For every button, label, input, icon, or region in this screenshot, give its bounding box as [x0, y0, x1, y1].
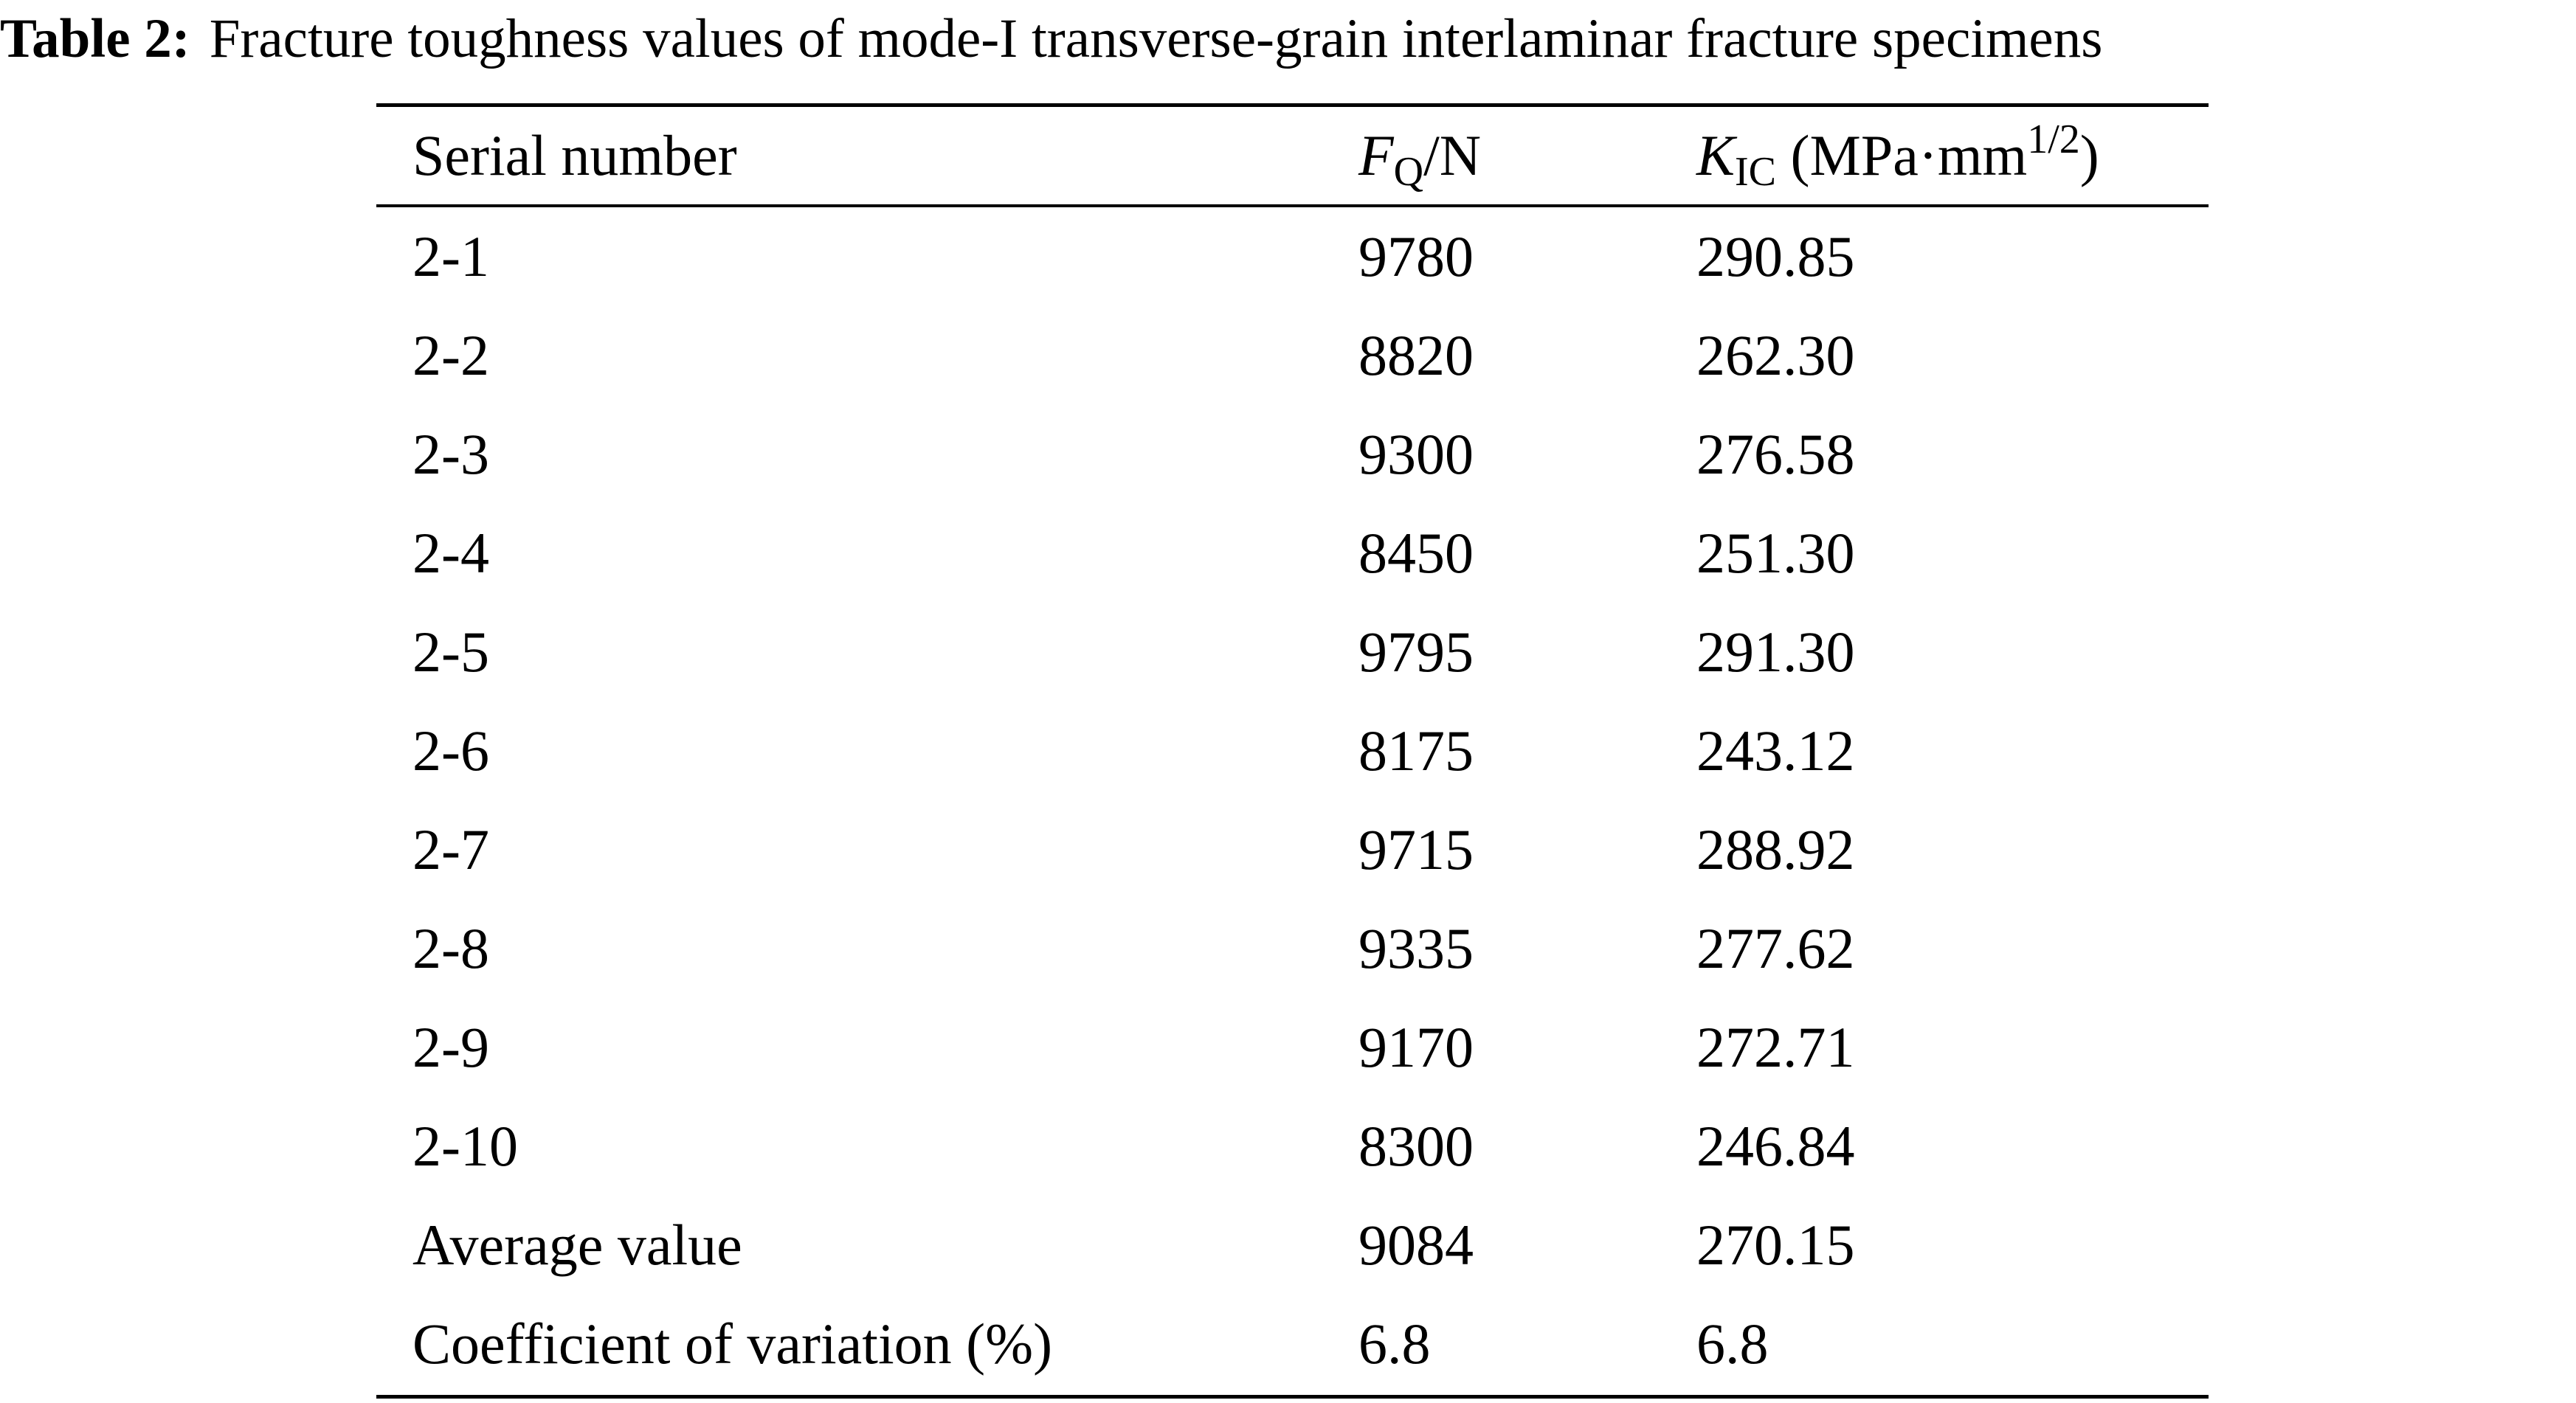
cell-toughness: 243.12 [1696, 718, 1855, 783]
cell-force: 8175 [1358, 718, 1474, 783]
cell-serial: 2-9 [412, 1015, 489, 1079]
header-force-subscript: Q [1393, 149, 1424, 195]
table-row-average: Average value 9084 270.15 [376, 1196, 2209, 1295]
cell-force: 8300 [1358, 1114, 1474, 1178]
cell-force: 9780 [1358, 224, 1474, 288]
cell-force: 6.8 [1358, 1312, 1431, 1376]
cell-toughness: 262.30 [1696, 323, 1855, 387]
cell-toughness: 291.30 [1696, 620, 1855, 684]
table-row: 2-10 8300 246.84 [376, 1097, 2209, 1196]
table-row: 2-7 9715 288.92 [376, 800, 2209, 899]
table-top-rule [376, 103, 2209, 107]
cell-force: 9170 [1358, 1015, 1474, 1079]
table-row: 2-5 9795 291.30 [376, 603, 2209, 702]
table-row: 2-9 9170 272.71 [376, 998, 2209, 1097]
cell-serial: 2-8 [412, 916, 489, 980]
table-row: 2-1 9780 290.85 [376, 207, 2209, 306]
cell-toughness: 277.62 [1696, 916, 1855, 980]
cell-serial: 2-2 [412, 323, 489, 387]
cell-force: 8820 [1358, 323, 1474, 387]
cell-toughness: 272.71 [1696, 1015, 1855, 1079]
caption-label: Table 2: [0, 8, 190, 69]
table-header-rule [376, 204, 2209, 207]
cell-force: 9300 [1358, 422, 1474, 486]
header-force-symbol: F [1358, 123, 1394, 187]
header-serial-number: Serial number [412, 123, 737, 187]
cell-toughness: 276.58 [1696, 422, 1855, 486]
cell-serial: 2-6 [412, 718, 489, 783]
header-toughness-unit-prefix: (MPa·mm [1776, 123, 2028, 187]
cell-serial: 2-10 [412, 1114, 518, 1178]
cell-force: 9795 [1358, 620, 1474, 684]
header-force: FQ/N [1358, 106, 1481, 205]
table-row: 2-2 8820 262.30 [376, 306, 2209, 405]
cell-serial: Coefficient of variation (%) [412, 1312, 1053, 1376]
header-toughness-unit-suffix: ) [2079, 123, 2099, 187]
header-force-unit: /N [1423, 123, 1482, 187]
caption-text: Fracture toughness values of mode-I tran… [209, 8, 2103, 69]
cell-serial: 2-3 [412, 422, 489, 486]
header-toughness: KIC (MPa·mm1/2) [1696, 106, 2099, 205]
table-bottom-rule [376, 1395, 2209, 1399]
table-row: 2-6 8175 243.12 [376, 702, 2209, 800]
table-caption: Table 2: Fracture toughness values of mod… [0, 6, 2576, 72]
cell-serial: 2-1 [412, 224, 489, 288]
cell-toughness: 290.85 [1696, 224, 1855, 288]
cell-serial: 2-5 [412, 620, 489, 684]
table-row: 2-4 8450 251.30 [376, 504, 2209, 603]
table-row: 2-8 9335 277.62 [376, 899, 2209, 998]
cell-toughness: 251.30 [1696, 521, 1855, 585]
table-row: 2-3 9300 276.58 [376, 405, 2209, 504]
cell-toughness: 288.92 [1696, 817, 1855, 881]
cell-toughness: 6.8 [1696, 1312, 1769, 1376]
cell-serial: 2-7 [412, 817, 489, 881]
table-header-row: Serial number FQ/N KIC (MPa·mm1/2) [376, 106, 2209, 205]
cell-force: 9084 [1358, 1213, 1474, 1277]
cell-serial: 2-4 [412, 521, 489, 585]
cell-force: 9715 [1358, 817, 1474, 881]
cell-force: 8450 [1358, 521, 1474, 585]
cell-force: 9335 [1358, 916, 1474, 980]
header-toughness-unit-exponent: 1/2 [2027, 117, 2080, 162]
table-row-coefficient-of-variation: Coefficient of variation (%) 6.8 6.8 [376, 1295, 2209, 1393]
cell-toughness: 246.84 [1696, 1114, 1855, 1178]
header-toughness-subscript: IC [1735, 149, 1777, 195]
cell-toughness: 270.15 [1696, 1213, 1855, 1277]
cell-serial: Average value [412, 1213, 742, 1277]
header-toughness-symbol: K [1696, 123, 1736, 187]
